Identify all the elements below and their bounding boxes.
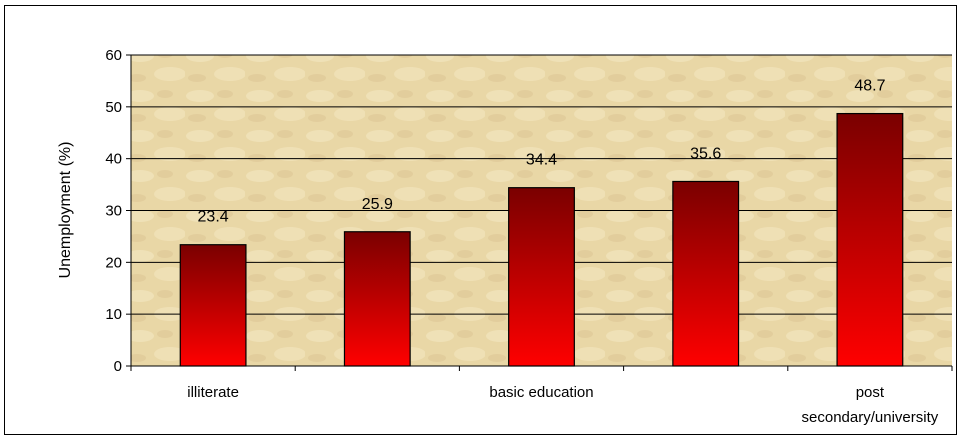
bars xyxy=(179,112,904,367)
bar xyxy=(836,112,904,367)
bar xyxy=(343,231,411,367)
y-tick-label: 60 xyxy=(105,47,122,64)
y-tick-label: 0 xyxy=(114,358,122,375)
y-tick-label: 20 xyxy=(105,254,122,271)
x-category-label: secondary/university xyxy=(802,409,939,426)
labels: 0 10 20 30 40 50 60 23.4 25.9 34.4 35.6 48.7 illiter… xyxy=(105,47,938,426)
bar xyxy=(508,187,575,367)
data-label: 25.9 xyxy=(362,196,393,213)
y-tick-label: 40 xyxy=(105,151,122,168)
y-tick-label: 10 xyxy=(105,306,122,323)
axes xyxy=(126,54,953,371)
y-tick-label: 50 xyxy=(105,99,122,116)
data-label: 35.6 xyxy=(690,145,721,162)
y-axis-title: Unemployment (%) xyxy=(57,142,74,279)
bar-chart: 0 10 20 30 40 50 60 23.4 25.9 34.4 35.6 48.7 illiter… xyxy=(57,47,953,426)
data-label: 48.7 xyxy=(854,78,885,95)
data-label: 23.4 xyxy=(198,209,229,226)
data-label: 34.4 xyxy=(526,152,557,169)
chart-frame: 0 10 20 30 40 50 60 23.4 25.9 34.4 35.6 48.7 illiter… xyxy=(4,5,957,435)
x-category-label: illiterate xyxy=(187,384,239,401)
bar xyxy=(179,244,247,367)
x-category-label: basic education xyxy=(489,384,593,401)
y-tick-label: 30 xyxy=(105,203,122,220)
x-category-label: post xyxy=(856,384,885,401)
bar xyxy=(672,180,740,367)
